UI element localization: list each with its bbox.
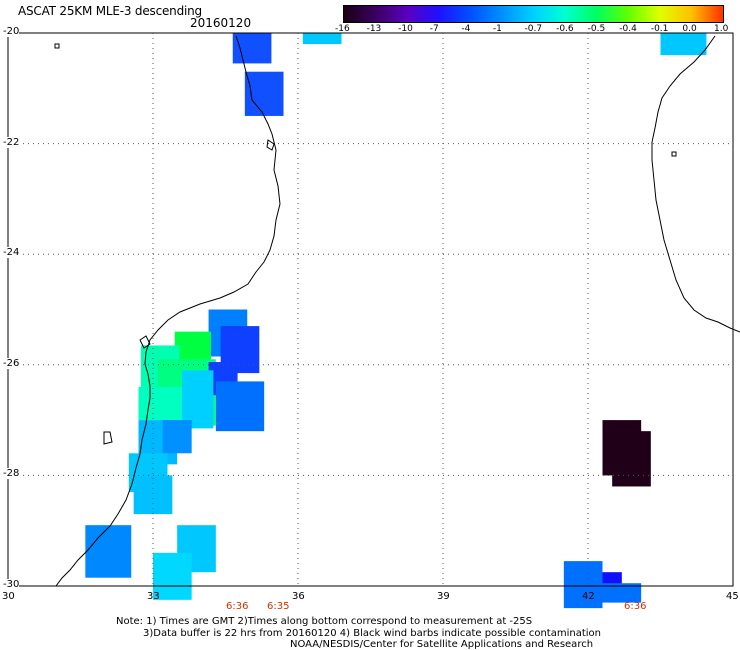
colorbar-label: -13	[366, 24, 382, 34]
wind-cell	[215, 381, 265, 432]
wind-cell	[563, 561, 603, 609]
colorbar-label: -0.4	[619, 24, 637, 34]
map-title: ASCAT 25KM MLE-3 descending	[18, 4, 202, 18]
wind-cell	[162, 420, 192, 454]
wind-cell	[302, 33, 342, 45]
map-frame	[7, 32, 734, 587]
island-europa	[671, 151, 677, 157]
colorbar	[343, 5, 724, 23]
x-tick-label: 36	[292, 591, 305, 602]
wind-cell	[232, 33, 272, 64]
gridlines-layer	[7, 32, 734, 587]
y-tick-label: -26	[3, 357, 20, 369]
wind-cell	[602, 572, 622, 586]
colorbar-label: -1	[492, 24, 502, 34]
y-tick-label: -30	[3, 579, 20, 590]
map-date: 20160120	[190, 16, 252, 30]
colorbar-label: 1.0	[714, 24, 729, 34]
wind-cell	[85, 525, 132, 578]
time-label-2: 6:35	[267, 601, 290, 612]
colorbar-label: -0.5	[587, 24, 606, 34]
colorbar-gradient	[344, 6, 723, 22]
wind-cell	[660, 33, 707, 56]
y-tick-label: -28	[3, 468, 20, 480]
island-inhaca	[139, 335, 151, 349]
wind-cell	[133, 475, 173, 515]
x-tick-label: 45	[726, 591, 739, 602]
island-small	[54, 43, 60, 49]
colorbar-label: -10	[398, 24, 413, 34]
coastline-madagascar	[651, 35, 740, 333]
wind-cell	[153, 552, 192, 600]
wind-cells-layer	[85, 33, 707, 609]
colorbar-label: 0.0	[682, 24, 697, 34]
y-tick-label: -22	[3, 136, 20, 148]
x-tick-label: 42	[582, 591, 595, 602]
y-tick-label: -20	[3, 26, 20, 37]
colorbar-label: -0.7	[524, 24, 543, 34]
colorbar-label: -0.6	[556, 24, 574, 34]
island-bazaruto	[266, 139, 275, 151]
coastline-africa	[55, 35, 281, 587]
wind-cell	[612, 431, 651, 487]
x-tick-label: 39	[437, 591, 450, 602]
x-tick-label: 33	[147, 591, 160, 602]
colorbar-labels: -16 -13 -10 -7 -4 -1 -0.7 -0.6 -0.5 -0.4 -0.1 0.0 1.…	[335, 24, 728, 36]
note-line-3: NOAA/NESDIS/Center for Satellite Applica…	[290, 639, 594, 650]
colorbar-label: -4	[461, 24, 471, 34]
lake-shape	[103, 431, 113, 445]
wind-cell	[602, 583, 642, 603]
time-label-1: 6:36	[226, 601, 249, 612]
colorbar-label: -16	[335, 24, 350, 34]
wind-cell	[138, 386, 182, 421]
colorbar-label: -7	[429, 24, 439, 34]
wind-cell	[182, 370, 214, 429]
colorbar-label: -0.1	[650, 24, 669, 34]
note-line-2: 3)Data buffer is 22 hrs from 20160120 4)…	[143, 628, 601, 639]
time-label-3: 6:36	[624, 601, 647, 612]
y-tick-label: -24	[3, 247, 20, 259]
x-tick-label: 30	[2, 591, 15, 602]
note-line-1: Note: 1) Times are GMT 2)Times along bot…	[116, 616, 533, 627]
